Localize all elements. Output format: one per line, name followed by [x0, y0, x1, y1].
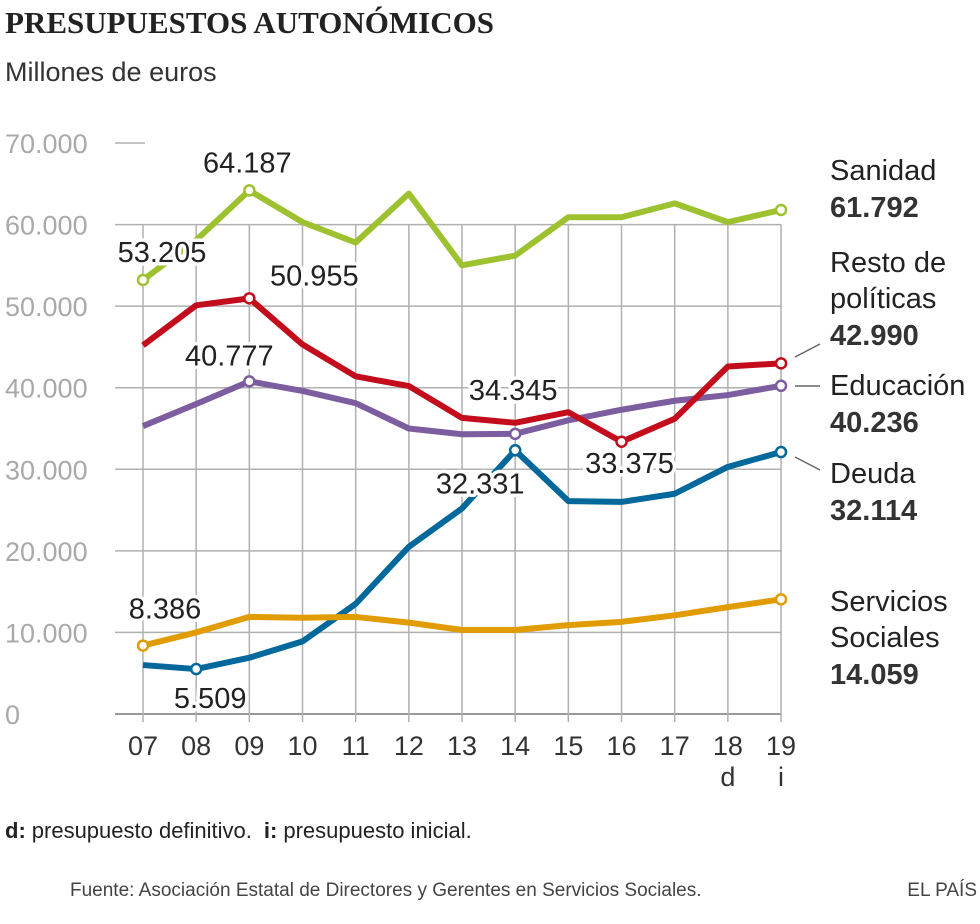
data-point-marker — [774, 593, 788, 606]
data-point-marker — [243, 292, 256, 305]
data-point-marker — [189, 662, 203, 676]
y-axis: 0 10.000 20.000 30.000 40.000 50.000 60.000 70.… — [5, 129, 88, 730]
brand-logo: EL PAÍS — [907, 880, 977, 901]
data-label: 34.345 — [469, 375, 558, 407]
chart-title: PRESUPUESTOS AUTONÓMICOS — [5, 5, 494, 40]
x-tick-note: i — [778, 762, 784, 792]
grid — [115, 142, 782, 722]
series-name-label: Sociales — [830, 622, 940, 654]
series-end-value: 61.792 — [830, 192, 919, 224]
series-end-value: 14.059 — [830, 659, 919, 691]
x-tick-label: 17 — [660, 731, 690, 761]
series-name-label: Sanidad — [830, 155, 936, 187]
y-tick-label: 20.000 — [5, 537, 88, 567]
leader-line — [794, 343, 821, 358]
data-point-marker — [508, 444, 522, 457]
x-tick-label: 14 — [500, 731, 530, 761]
x-tick-label: 13 — [447, 731, 477, 761]
series-end-value: 32.114 — [830, 495, 917, 527]
x-tick-label: 19 — [766, 731, 796, 761]
series-end-value: 42.990 — [830, 320, 919, 352]
series-lines — [136, 184, 788, 676]
data-label: 5.509 — [174, 683, 247, 715]
data-point-marker — [136, 639, 150, 652]
x-axis: 07 08 09 10 11 12 13 14 15 16 17 18d 19i — [128, 731, 796, 792]
data-point-marker — [774, 203, 788, 217]
x-tick-label: 10 — [287, 731, 317, 761]
x-tick-label: 15 — [553, 731, 583, 761]
data-point-marker — [774, 445, 788, 459]
x-tick-label: 18 — [713, 731, 743, 761]
y-tick-label: 10.000 — [5, 618, 88, 648]
y-tick-label: 40.000 — [5, 374, 88, 404]
data-point-marker — [136, 273, 150, 287]
y-tick-label: 0 — [5, 700, 20, 730]
series-name-label: Deuda — [830, 458, 916, 490]
x-tick-note: d — [720, 762, 735, 792]
x-tick-label: 12 — [394, 731, 424, 761]
series-line-4 — [142, 596, 782, 649]
x-tick-label: 07 — [128, 731, 158, 761]
series-name-label: políticas — [830, 283, 936, 315]
data-point-marker — [243, 184, 256, 197]
chart-subtitle: Millones de euros — [5, 57, 217, 87]
x-tick-label: 09 — [234, 731, 264, 761]
data-point-marker — [243, 375, 256, 388]
series-name-label: Servicios — [830, 586, 948, 618]
y-tick-label: 60.000 — [5, 211, 88, 241]
data-point-marker — [774, 357, 788, 370]
data-point-marker — [774, 379, 788, 393]
data-label: 8.386 — [129, 594, 202, 626]
x-tick-label: 16 — [607, 731, 637, 761]
series-labels: Sanidad 61.792 Resto de políticas 42.990 Educ… — [794, 155, 965, 691]
series-line-3 — [142, 447, 782, 673]
data-point-marker — [615, 435, 628, 449]
series-name-label: Educación — [830, 370, 965, 402]
leader-line — [794, 456, 821, 471]
x-tick-label: 11 — [342, 731, 370, 761]
series-name-label: Resto de — [830, 247, 946, 279]
data-label: 50.955 — [270, 260, 359, 292]
data-label: 33.375 — [585, 448, 674, 480]
annotations: 53.205 64.187 50.955 40.777 34.345 32.331 33.3… — [114, 144, 677, 719]
source: Fuente: Asociación Estatal de Directores… — [70, 880, 702, 901]
footnote: d: presupuesto definitivo. i: presupuesto i… — [5, 818, 472, 843]
data-label: 53.205 — [118, 237, 207, 269]
x-tick-label: 08 — [181, 731, 211, 761]
data-label: 32.331 — [436, 468, 525, 500]
series-end-value: 40.236 — [830, 407, 919, 439]
y-tick-label: 70.000 — [5, 129, 88, 159]
y-tick-label: 30.000 — [5, 455, 88, 485]
data-label: 64.187 — [203, 147, 292, 179]
data-label: 40.777 — [185, 340, 274, 372]
y-tick-label: 50.000 — [5, 292, 88, 322]
data-point-marker — [508, 427, 522, 441]
